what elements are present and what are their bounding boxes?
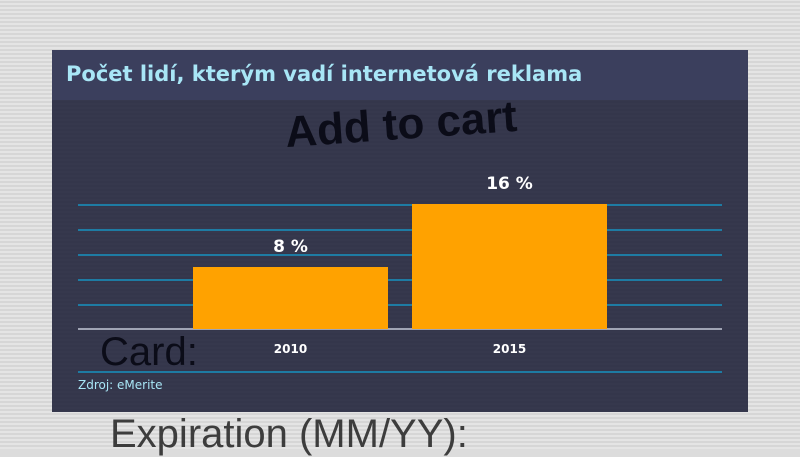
gridline: [78, 229, 722, 231]
bar-2010: [193, 266, 388, 329]
bar-2015: [412, 204, 607, 329]
title-bar: Počet lidí, kterým vadí internetová rekl…: [52, 50, 748, 100]
data-label: 8 %: [273, 236, 308, 257]
bg-card-text: Card:: [100, 330, 198, 374]
data-label: 16 %: [486, 174, 533, 194]
gridline: [78, 279, 722, 281]
x-tick-label: 2015: [492, 342, 527, 356]
chart-title: Počet lidí, kterým vadí internetová rekl…: [66, 62, 583, 86]
bg-expiration-text: Expiration (MM/YY):: [110, 412, 468, 456]
chart-panel: Počet lidí, kterým vadí internetová rekl…: [52, 50, 748, 412]
baseline: [78, 328, 722, 330]
gridline: [78, 304, 722, 306]
gridline: [78, 204, 722, 206]
source-note: Zdroj: eMerite: [78, 378, 163, 392]
gridline: [78, 254, 722, 256]
gridline: [78, 371, 722, 373]
x-tick-label: 2010: [273, 342, 308, 356]
